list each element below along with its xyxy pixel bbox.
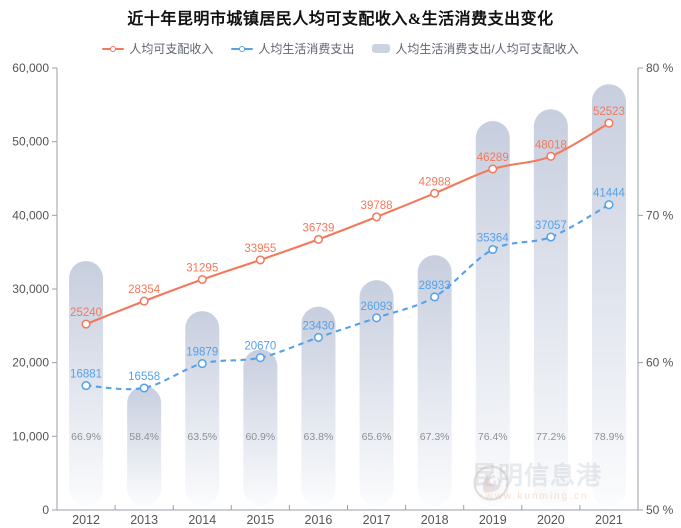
data-point-label: 52523 <box>593 106 625 118</box>
bar-percent-label: 58.4% <box>129 431 159 443</box>
legend-item-ratio[interactable]: 人均生活消费支出/人均可支配收入 <box>372 40 579 57</box>
data-point-marker <box>430 188 440 198</box>
bar-percent-label: 63.8% <box>304 431 334 443</box>
data-point-marker <box>488 164 498 174</box>
bar-percent-label: 63.5% <box>187 431 217 443</box>
legend-item-expense[interactable]: 人均生活消费支出 <box>231 40 354 57</box>
circle-marker-icon <box>239 45 246 52</box>
data-point-label: 41444 <box>593 188 626 200</box>
y-axis-label-left: 10,000 <box>12 429 49 443</box>
data-point-marker <box>81 319 91 329</box>
data-point-label: 39788 <box>361 200 393 212</box>
ratio-bar <box>591 84 626 506</box>
data-point-label: 31295 <box>186 263 218 275</box>
data-point-marker <box>372 313 382 323</box>
bar-percent-label: 60.9% <box>245 431 275 443</box>
data-point-label: 28933 <box>419 280 451 292</box>
bar-marker-icon <box>372 44 391 53</box>
ratio-bar <box>243 349 278 506</box>
ratio-bar <box>417 255 452 506</box>
y-axis-label-right: 50 % <box>646 503 674 517</box>
ratio-bar <box>301 306 336 506</box>
data-point-label: 20670 <box>244 341 276 353</box>
data-point-label: 16558 <box>128 371 160 383</box>
data-point-marker <box>604 118 614 128</box>
data-point-label: 35364 <box>477 233 510 245</box>
data-point-marker <box>546 232 556 242</box>
line-circle-marker-icon <box>102 45 125 52</box>
x-axis-label: 2015 <box>246 513 274 527</box>
ratio-bar <box>185 311 220 506</box>
ratio-bar <box>533 109 568 507</box>
legend-item-income[interactable]: 人均可支配收入 <box>102 40 213 57</box>
x-axis-label: 2013 <box>130 513 158 527</box>
data-point-marker <box>430 292 440 302</box>
line-circle-marker-icon <box>231 45 254 52</box>
y-axis-label-left: 30,000 <box>12 282 49 296</box>
data-point-marker <box>255 353 265 363</box>
legend-label-income: 人均可支配收入 <box>129 42 214 56</box>
x-axis-label: 2016 <box>305 513 333 527</box>
data-point-label: 48018 <box>535 139 567 151</box>
bar-percent-label: 66.9% <box>71 431 101 443</box>
data-point-label: 26093 <box>361 301 393 313</box>
data-point-marker <box>81 381 91 391</box>
y-axis-label-left: 20,000 <box>12 356 49 370</box>
bar-percent-label: 77.2% <box>536 431 566 443</box>
legend-label-ratio: 人均生活消费支出/人均可支配收入 <box>395 42 579 56</box>
income-line <box>85 122 610 326</box>
data-point-marker <box>197 274 207 285</box>
data-point-label: 23430 <box>302 320 334 332</box>
chart-title: 近十年昆明市城镇居民人均可支配收入&生活消费支出变化 <box>127 11 554 28</box>
data-point-label: 46289 <box>477 152 509 164</box>
data-point-marker <box>372 212 382 222</box>
ratio-bar <box>127 386 162 506</box>
x-axis-label: 2020 <box>537 513 565 527</box>
circle-marker-icon <box>110 45 117 52</box>
y-axis-label-left: 50,000 <box>12 135 49 149</box>
ratio-bar <box>475 121 510 506</box>
data-point-marker <box>313 332 324 342</box>
legend: 人均可支配收入 人均生活消费支出 人均生活消费支出/人均可支配收入 <box>0 40 681 57</box>
data-point-label: 16881 <box>70 369 102 381</box>
data-point-label: 36739 <box>302 222 334 234</box>
data-point-marker <box>488 244 498 255</box>
data-point-label: 42988 <box>419 176 451 188</box>
y-axis-label-right: 60 % <box>646 356 674 370</box>
bar-percent-label: 67.3% <box>420 431 450 443</box>
data-point-marker <box>313 234 324 244</box>
expense-line <box>85 203 610 391</box>
x-axis-label: 2012 <box>72 513 100 527</box>
data-point-marker <box>604 200 614 210</box>
x-axis-label: 2014 <box>188 513 216 527</box>
y-axis-label-right: 80 % <box>646 61 674 75</box>
y-axis-label-left: 40,000 <box>12 208 49 222</box>
y-axis-label-left: 60,000 <box>12 61 49 75</box>
data-point-marker <box>255 255 265 265</box>
bar-percent-label: 78.9% <box>594 431 624 443</box>
bar-percent-label: 76.4% <box>478 431 508 443</box>
x-axis-label: 2017 <box>363 513 391 527</box>
data-point-marker <box>139 383 149 393</box>
y-axis-label-right: 70 % <box>646 208 674 222</box>
data-point-label: 37057 <box>535 220 567 232</box>
data-point-label: 28354 <box>128 284 161 296</box>
data-point-label: 19879 <box>186 347 218 359</box>
bar-percent-label: 65.6% <box>362 431 392 443</box>
data-point-label: 25240 <box>70 307 102 319</box>
x-axis-label: 2021 <box>595 513 623 527</box>
data-point-marker <box>197 359 207 369</box>
data-point-marker <box>139 296 149 306</box>
y-axis-label-left: 0 <box>42 503 49 517</box>
legend-label-expense: 人均生活消费支出 <box>258 42 355 56</box>
x-axis-label: 2019 <box>479 513 507 527</box>
ratio-bar <box>359 280 394 506</box>
data-point-marker <box>546 151 556 161</box>
data-point-label: 33955 <box>244 243 276 255</box>
x-axis-label: 2018 <box>421 513 449 527</box>
